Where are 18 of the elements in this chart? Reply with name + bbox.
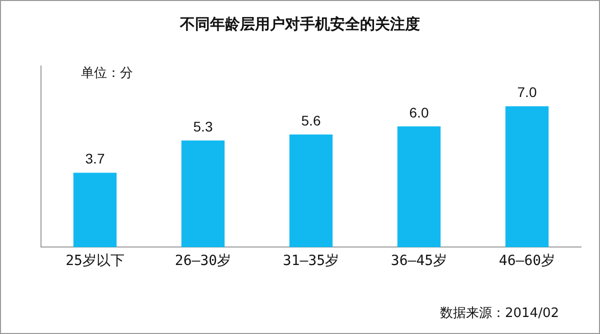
data-label: 7.0 — [517, 84, 537, 100]
x-tick-label: 36—45岁 — [390, 253, 448, 270]
chart-title: 不同年龄层用户对手机安全的关注度 — [178, 15, 421, 34]
data-label: 5.3 — [193, 118, 213, 134]
data-label: 3.7 — [85, 150, 105, 167]
bar — [289, 134, 333, 248]
bar — [181, 140, 225, 248]
x-tick-label: 25岁以下 — [66, 253, 124, 270]
source-note: 数据来源：2014/02 — [440, 305, 559, 322]
bar — [397, 126, 441, 248]
x-tick-label: 31—35岁 — [282, 253, 340, 270]
data-label: 6.0 — [409, 104, 429, 120]
bar — [505, 106, 549, 248]
text: 单位：分 — [81, 65, 133, 82]
x-tick-label: 26—30岁 — [174, 253, 232, 270]
x-tick-label: 46—60岁 — [498, 253, 556, 270]
data-label: 5.6 — [301, 112, 321, 128]
bar — [73, 172, 117, 248]
